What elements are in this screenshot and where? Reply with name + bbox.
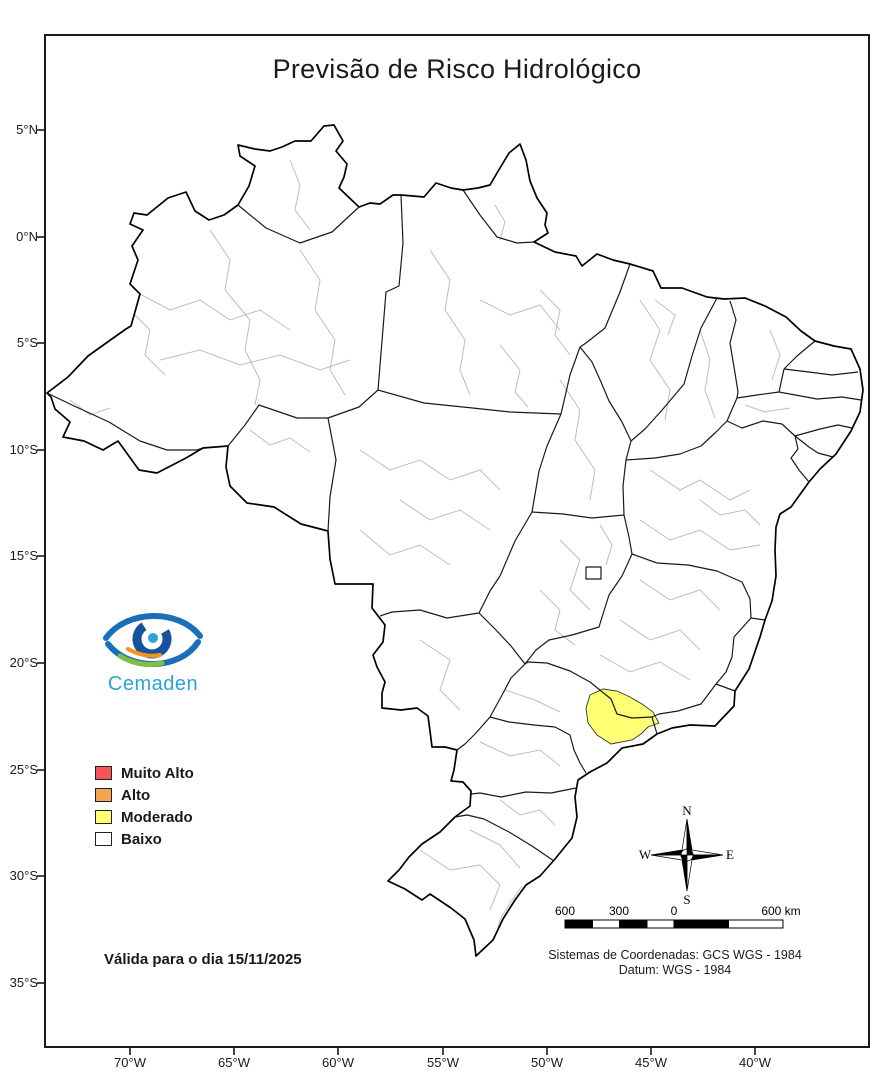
legend-row-moderado: Moderado	[95, 806, 194, 828]
compass-west-label: W	[639, 847, 652, 862]
lat-label-20s: 20°S	[9, 655, 38, 670]
lon-label-40w: 40°W	[739, 1055, 771, 1070]
lon-label-60w: 60°W	[322, 1055, 354, 1070]
legend-swatch-moderado	[95, 810, 112, 824]
legend-swatch-baixo	[95, 832, 112, 846]
page-title: Previsão de Risco Hidrológico	[272, 54, 642, 84]
legend-row-muito-alto: Muito Alto	[95, 762, 194, 784]
cemaden-logo-text: Cemaden	[107, 673, 199, 695]
risk-legend: Muito Alto Alto Moderado Baixo	[95, 762, 194, 850]
lat-label-5n: 5°N	[16, 122, 38, 137]
compass-rose: N S W E	[639, 803, 734, 907]
axis-ticks	[37, 129, 756, 1055]
scale-bar: 600 300 0 600 km	[555, 904, 801, 929]
lat-label-5s: 5°S	[16, 335, 38, 350]
scale-label-300: 300	[609, 904, 629, 918]
lat-label-0n: 0°N	[16, 229, 38, 244]
lat-label-10s: 10°S	[9, 442, 38, 457]
scale-label-0: 0	[671, 904, 678, 918]
state-borders	[47, 189, 862, 862]
subregion-borders	[69, 159, 791, 933]
lat-label-30s: 30°S	[9, 868, 38, 883]
legend-swatch-muito-alto	[95, 766, 112, 780]
legend-label-muito-alto: Muito Alto	[121, 764, 194, 782]
legend-swatch-alto	[95, 788, 112, 802]
legend-label-alto: Alto	[121, 786, 151, 804]
crs-line-2: Datum: WGS - 1984	[618, 963, 732, 977]
legend-label-baixo: Baixo	[121, 830, 162, 848]
validity-date-text: Válida para o dia 15/11/2025	[104, 951, 302, 968]
scale-label-600-left: 600	[555, 904, 575, 918]
lon-label-50w: 50°W	[531, 1055, 563, 1070]
lat-label-15s: 15°S	[9, 548, 38, 563]
scale-bar-segments	[564, 919, 784, 929]
coordinate-system-note: Sistemas de Coordenadas: GCS WGS - 1984 …	[520, 948, 830, 978]
lon-label-55w: 55°W	[427, 1055, 459, 1070]
risk-region-moderado	[585, 688, 660, 745]
lon-label-70w: 70°W	[114, 1055, 146, 1070]
legend-row-alto: Alto	[95, 784, 194, 806]
compass-north-label: N	[682, 803, 692, 818]
lon-label-45w: 45°W	[635, 1055, 667, 1070]
scale-label-600-km: 600 km	[761, 904, 800, 918]
lat-label-35s: 35°S	[9, 975, 38, 990]
legend-row-baixo: Baixo	[95, 828, 194, 850]
compass-east-label: E	[726, 847, 734, 862]
cemaden-logo-icon	[103, 613, 203, 667]
lat-label-25s: 25°S	[9, 762, 38, 777]
legend-label-moderado: Moderado	[121, 808, 193, 826]
lon-label-65w: 65°W	[218, 1055, 250, 1070]
crs-line-1: Sistemas de Coordenadas: GCS WGS - 1984	[548, 948, 802, 962]
brazil-outline	[46, 124, 864, 957]
compass-south-label: S	[683, 892, 690, 907]
cemaden-logo: Cemaden	[92, 598, 214, 696]
map-frame	[44, 34, 870, 1048]
